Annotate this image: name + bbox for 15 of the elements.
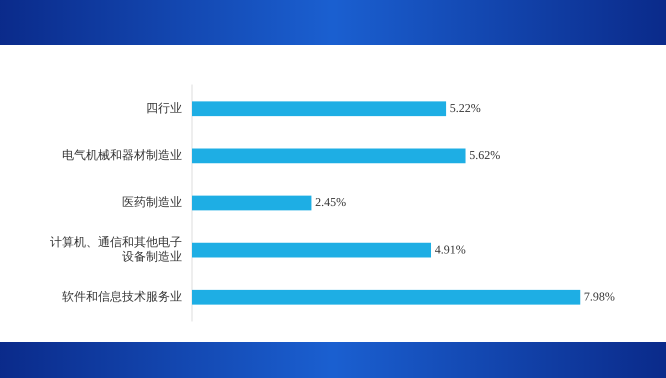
data-label: 4.91%	[434, 242, 466, 256]
y-tick-label: 医药制造业	[122, 195, 182, 210]
data-label: 7.98%	[584, 289, 615, 304]
y-tick-label: 计算机、通信和其他电子设备制造业	[50, 235, 182, 264]
data-label: 5.22%	[450, 100, 481, 115]
bar	[192, 242, 432, 258]
y-tick-label: 四行业	[146, 100, 182, 115]
bar	[192, 101, 446, 116]
bar	[192, 290, 580, 305]
bar	[192, 196, 312, 210]
bar	[192, 148, 466, 164]
data-label: 2.45%	[315, 195, 346, 210]
y-tick-label: 电气机械和器材制造业	[62, 148, 182, 162]
y-tick-label: 软件和信息技术服务业	[62, 289, 182, 304]
data-label: 5.62%	[469, 148, 500, 162]
